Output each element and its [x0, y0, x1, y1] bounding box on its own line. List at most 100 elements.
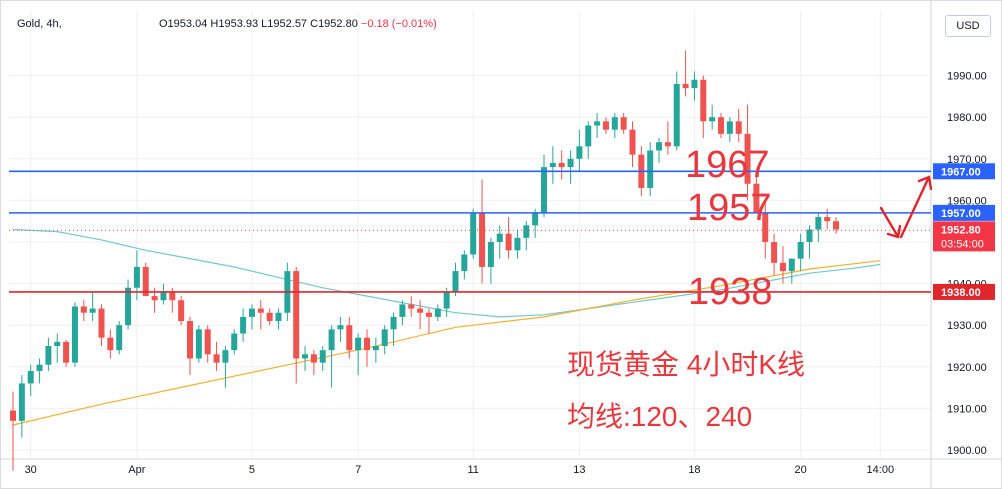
candle-body: [487, 242, 494, 267]
candle: [213, 341, 220, 371]
candle: [27, 364, 34, 396]
candle: [408, 296, 415, 317]
candle-body: [532, 212, 539, 226]
candle: [788, 258, 795, 284]
currency-button[interactable]: USD: [945, 15, 991, 37]
candles: [10, 50, 840, 471]
candle: [815, 212, 822, 242]
candle-body: [399, 304, 406, 317]
candle: [381, 325, 388, 355]
candle: [10, 391, 16, 471]
price-tick-label: 1910.00: [947, 403, 987, 415]
candle: [98, 304, 105, 346]
candle: [656, 138, 663, 163]
price-tag-1957-bg: [933, 204, 995, 221]
candle: [567, 150, 574, 184]
candle-body: [213, 354, 220, 363]
candle: [629, 121, 636, 168]
candle: [142, 262, 149, 297]
candle-body: [788, 258, 795, 272]
candle-body: [452, 271, 459, 292]
candle-body: [257, 308, 264, 313]
candle-body: [833, 221, 840, 230]
candle: [434, 304, 441, 322]
candle: [222, 346, 229, 388]
price-axis: 1990.001980.001970.001960.001950.001940.…: [947, 71, 987, 457]
candle: [417, 300, 424, 330]
price-tick-label: 1990.00: [947, 71, 987, 83]
candle: [319, 346, 326, 371]
candle: [549, 146, 556, 184]
candle: [753, 175, 760, 213]
candle: [824, 208, 831, 230]
price-tick-label: 1970.00: [947, 154, 987, 166]
candle-body: [169, 291, 176, 301]
candle-body: [54, 341, 61, 346]
candle-body: [726, 121, 733, 134]
candle: [293, 266, 300, 384]
candle-body: [302, 354, 309, 359]
candle: [160, 283, 167, 305]
candle-body: [89, 308, 96, 313]
candle-body: [647, 150, 654, 188]
candle: [107, 329, 114, 359]
price-tag-1967-text: 1967.00: [941, 166, 981, 178]
candle: [700, 75, 707, 138]
candle: [133, 250, 140, 301]
candle-body: [372, 346, 379, 351]
candle: [178, 296, 185, 326]
time-tick-label: Apr: [128, 464, 145, 476]
candle-body: [18, 383, 25, 421]
candle: [372, 337, 379, 363]
candle: [470, 208, 477, 259]
price-tag-1967-bg: [933, 163, 995, 180]
candle-body: [434, 308, 441, 317]
candle: [523, 221, 530, 251]
candle: [779, 246, 786, 284]
candle-body: [266, 312, 273, 322]
candle: [673, 71, 680, 151]
candle-body: [709, 117, 716, 122]
price-tag-current: 1952.80 03:54:00: [933, 221, 995, 252]
candle-body: [63, 341, 70, 363]
candle-body: [567, 158, 574, 168]
symbol-label: Gold, 4h,: [17, 18, 62, 30]
annotation-1957: 1957: [687, 187, 772, 229]
open-value: O1953.04: [159, 18, 208, 30]
change-value: −0.18 (−0.01%): [360, 18, 437, 30]
candle: [594, 113, 601, 138]
candle-body: [408, 304, 415, 309]
candle: [80, 300, 87, 322]
price-tick-label: 1920.00: [947, 362, 987, 374]
candle: [36, 358, 43, 384]
annotation-1938: 1938: [688, 271, 773, 313]
candle: [833, 217, 840, 234]
candle-body: [718, 117, 724, 134]
candle: [691, 71, 698, 101]
candle-body: [293, 271, 300, 359]
candle-body: [549, 162, 556, 168]
candle-body: [231, 333, 238, 351]
candle: [735, 108, 742, 143]
candle-body: [461, 254, 468, 272]
candle: [585, 121, 592, 159]
candle-body: [222, 350, 229, 363]
candle: [425, 308, 432, 334]
candle: [231, 329, 238, 355]
candle-body: [682, 83, 689, 89]
candle-body: [479, 212, 486, 267]
candle-body: [319, 350, 326, 363]
candle: [664, 121, 671, 155]
forecast-arrows: [879, 175, 933, 239]
candle-body: [824, 217, 831, 222]
candle-body: [594, 121, 601, 126]
candle: [771, 233, 778, 276]
candle-body: [160, 291, 167, 301]
candle: [452, 262, 459, 297]
price-tick-label: 1980.00: [947, 112, 987, 124]
arrow-up-head: [917, 175, 933, 191]
candle-body: [735, 121, 742, 134]
candle-body: [310, 354, 317, 363]
candle: [726, 117, 733, 143]
